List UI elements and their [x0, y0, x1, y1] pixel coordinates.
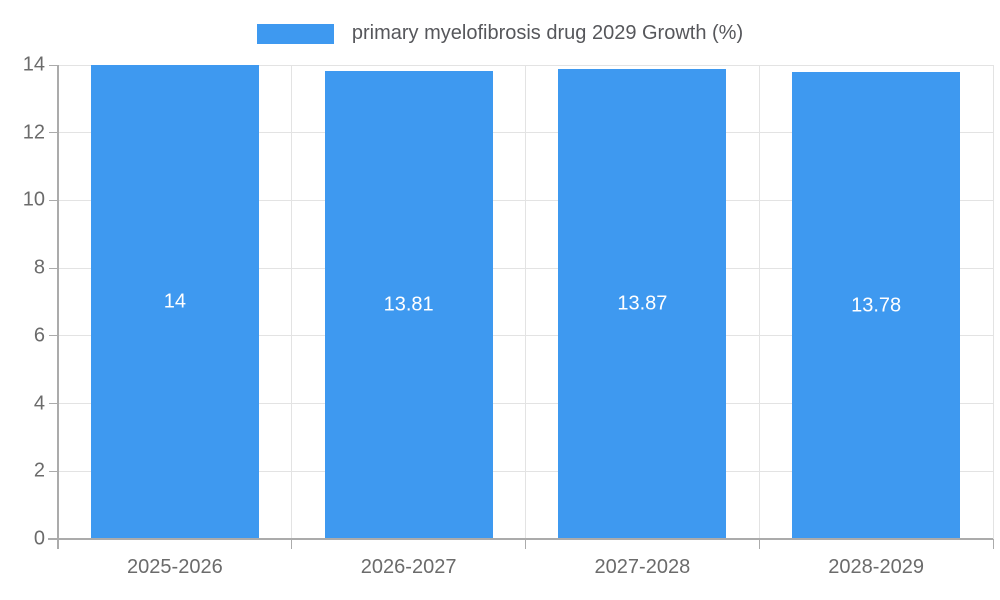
bar [792, 72, 961, 539]
x-tick-mark [758, 539, 760, 549]
chart-legend[interactable]: primary myelofibrosis drug 2029 Growth (… [0, 22, 1000, 45]
bar-value-label: 14 [163, 290, 186, 313]
y-tick-mark [49, 267, 58, 269]
bar [558, 69, 727, 539]
y-tick-label: 4 [33, 392, 45, 415]
category-gridline [525, 65, 526, 539]
x-tick-mark [525, 539, 526, 549]
y-tick-label: 2 [33, 459, 45, 482]
x-axis-line [48, 538, 993, 540]
x-axis-label: 2025-2026 [127, 556, 223, 578]
category-gridline [758, 65, 760, 539]
x-axis-label: 2026-2027 [360, 556, 457, 578]
y-tick-label: 6 [33, 324, 45, 347]
y-tick-mark [49, 132, 58, 134]
y-axis-line [57, 65, 59, 549]
y-tick-mark [49, 335, 58, 337]
y-tick-label: 12 [22, 121, 45, 144]
bar [90, 65, 259, 539]
y-tick-label: 10 [22, 188, 45, 211]
x-tick-mark [291, 539, 293, 549]
legend-label: primary myelofibrosis drug 2029 Growth (… [351, 22, 744, 44]
y-tick-mark [49, 64, 58, 66]
category-gridline [992, 65, 994, 539]
x-tick-mark [992, 539, 994, 549]
x-axis-label: 2028-2029 [828, 556, 924, 578]
legend-swatch-icon [256, 23, 334, 44]
y-tick-label: 14 [22, 53, 45, 76]
y-tick-mark [49, 403, 58, 405]
bar [324, 71, 493, 539]
bar-value-label: 13.87 [617, 292, 668, 315]
category-gridline [291, 65, 293, 539]
x-axis-label: 2027-2028 [594, 556, 691, 578]
bar-value-label: 13.81 [383, 293, 434, 316]
y-tick-mark [49, 199, 58, 201]
y-tick-label: 8 [33, 256, 45, 279]
bar-value-label: 13.78 [851, 294, 902, 317]
y-tick-label: 0 [33, 527, 45, 550]
y-tick-mark [49, 470, 58, 472]
